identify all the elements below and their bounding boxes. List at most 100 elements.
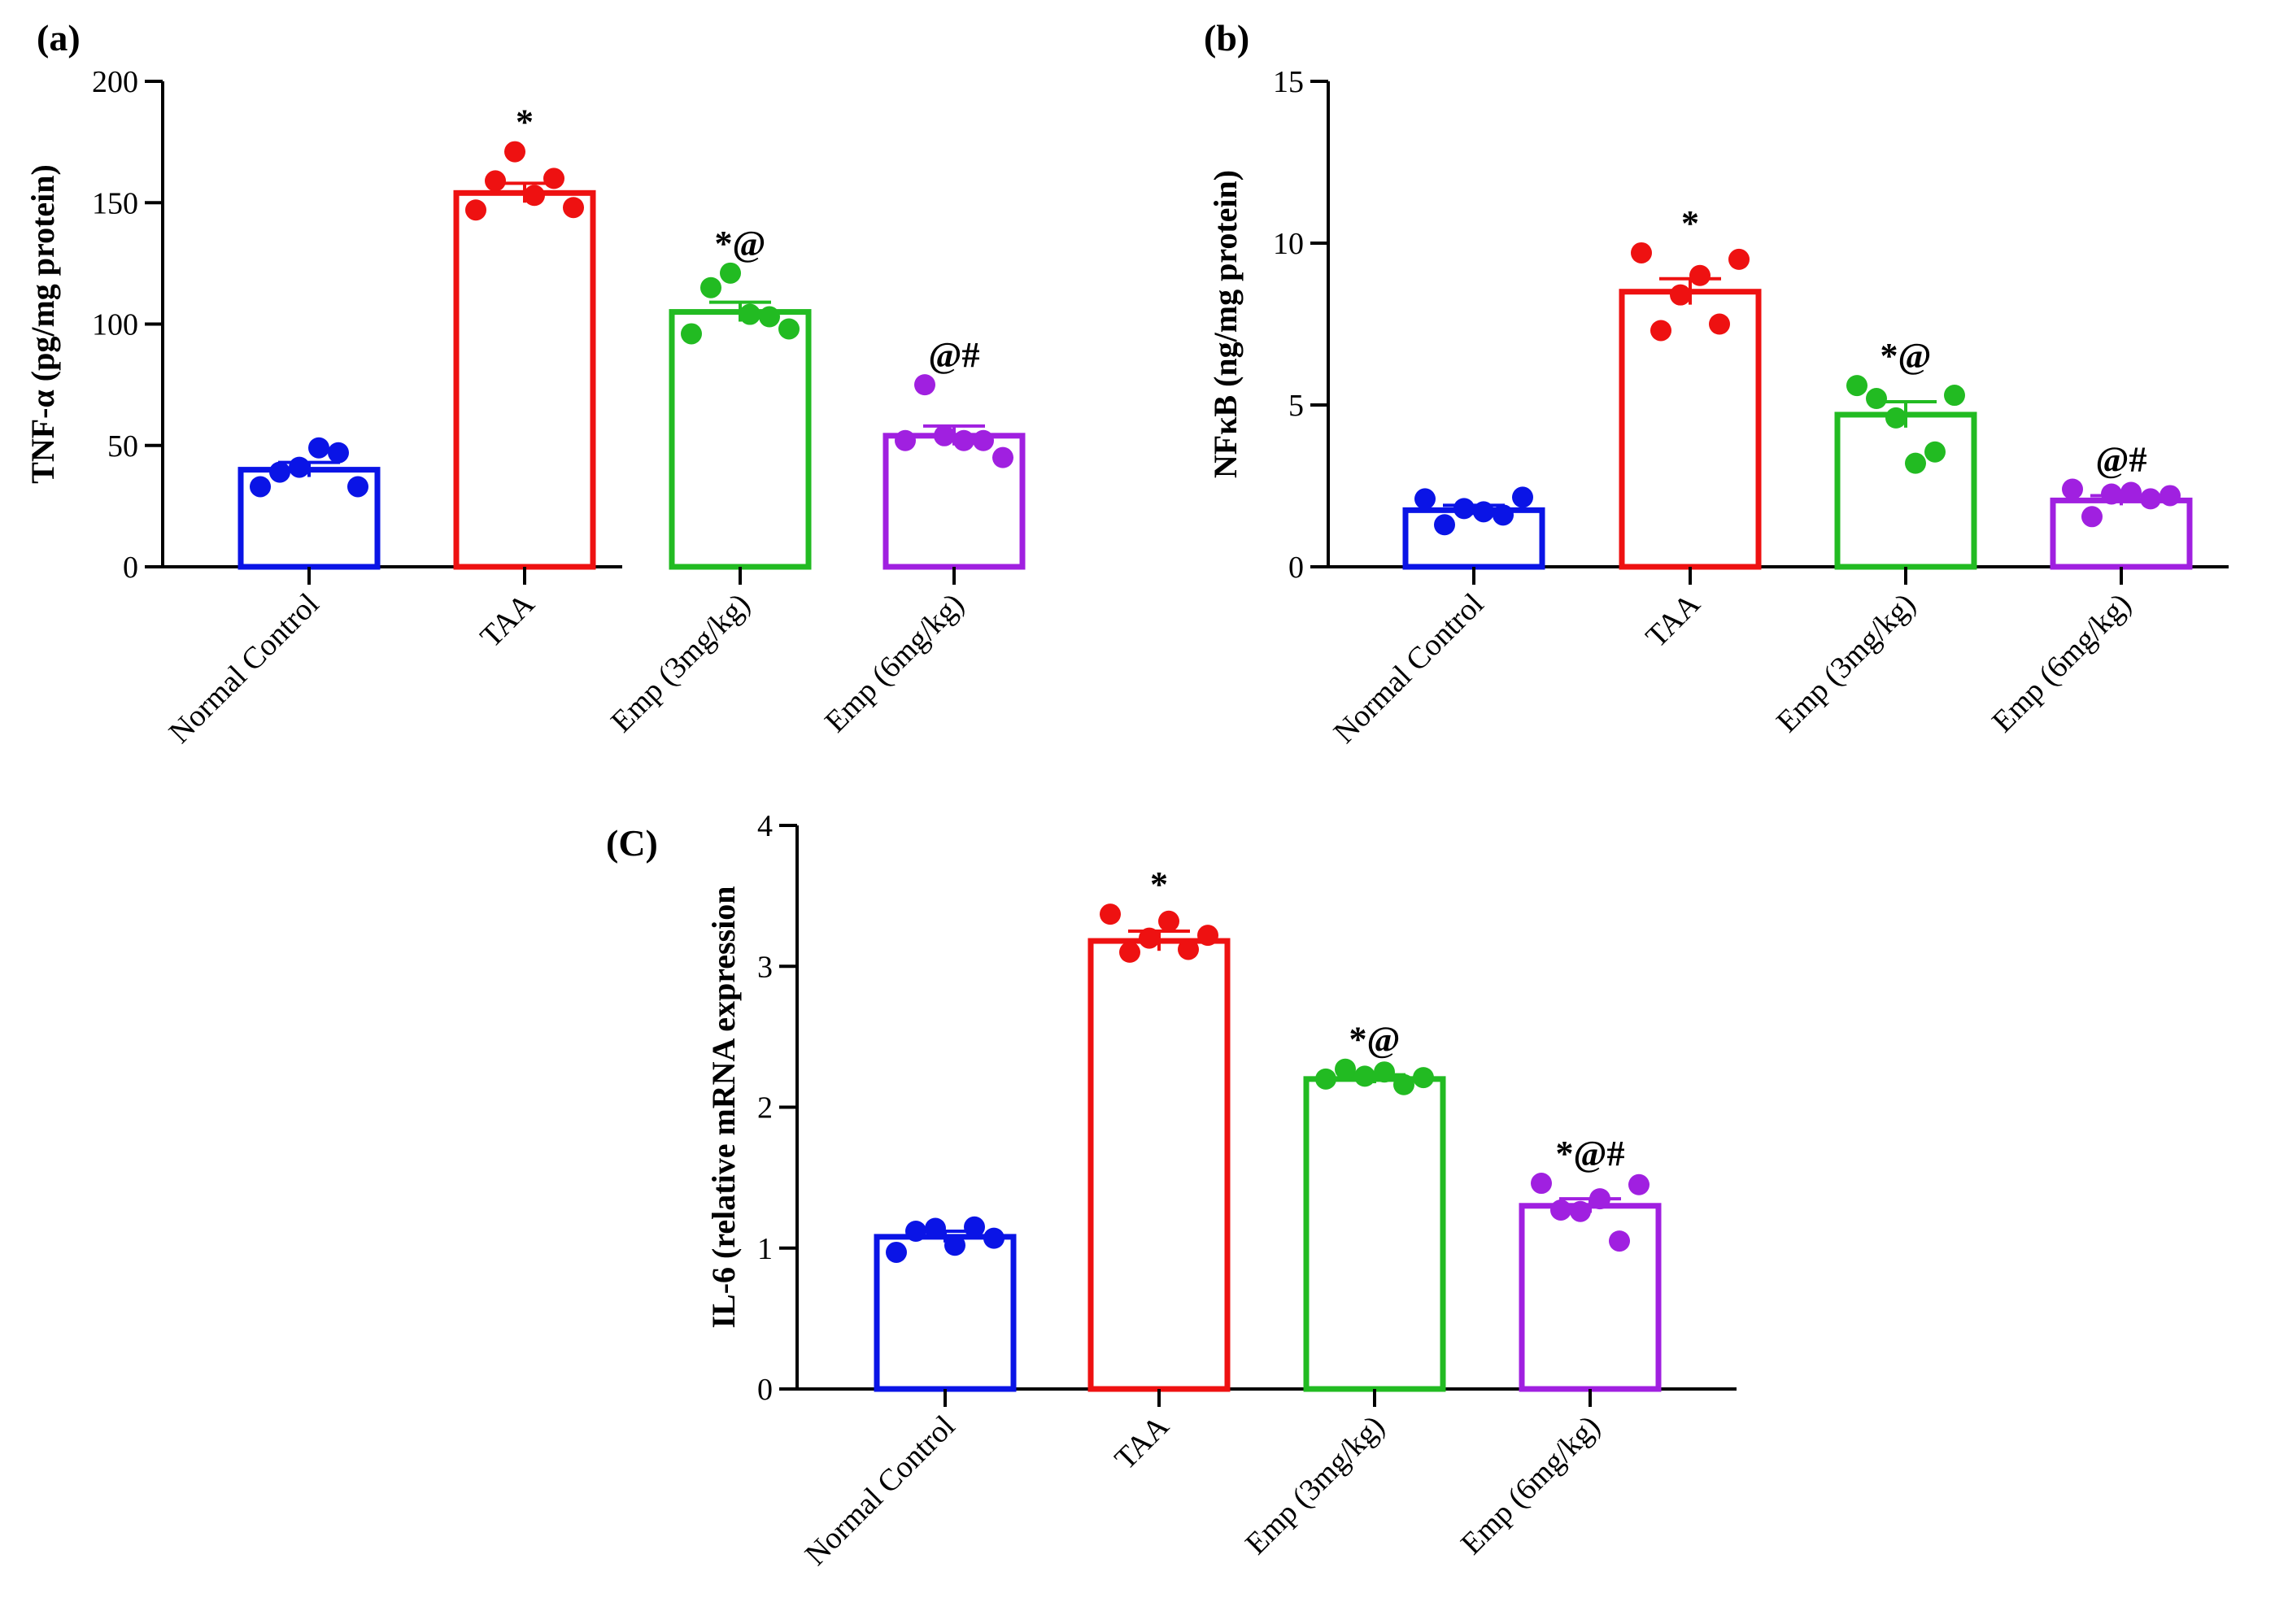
y-tick-label: 0 <box>757 1373 773 1407</box>
data-point <box>973 429 994 451</box>
data-point <box>1139 927 1160 949</box>
category-label: Normal Control <box>163 587 326 751</box>
significance-marker: *@ <box>715 224 766 263</box>
data-point <box>1414 488 1436 510</box>
significance-marker: @# <box>929 335 980 375</box>
data-point <box>964 1216 985 1238</box>
chart-panel-2: (b) NFκB (ng/mg protein) 0 5 10 15 Normal Cont… <box>1204 17 2229 750</box>
y-tick-label: 150 <box>92 186 138 220</box>
data-point <box>1354 1065 1375 1087</box>
data-point <box>2062 478 2083 500</box>
y-tick-label: 15 <box>1273 65 1304 99</box>
data-point <box>759 306 780 328</box>
category-label: Normal Control <box>1327 587 1491 751</box>
data-point <box>1374 1061 1395 1083</box>
data-point <box>1628 1173 1650 1195</box>
data-point <box>1550 1199 1571 1221</box>
significance-marker: *@ <box>1349 1020 1401 1060</box>
data-point <box>308 437 329 459</box>
y-tick-label: 0 <box>123 551 138 585</box>
y-tick-label: 5 <box>1288 389 1304 423</box>
data-point <box>524 185 545 207</box>
data-point <box>1905 452 1926 474</box>
significance-marker: * <box>516 102 534 142</box>
data-point <box>1944 385 1965 407</box>
bar <box>453 189 596 570</box>
data-point <box>1885 407 1907 429</box>
y-axis-label: NFκB (ng/mg protein) <box>1207 170 1244 478</box>
data-point <box>1689 264 1711 286</box>
data-point <box>1728 248 1750 270</box>
data-point <box>1100 903 1121 925</box>
panel-label: (a) <box>37 17 81 59</box>
data-point <box>1434 514 1455 536</box>
data-point <box>269 461 290 483</box>
data-point <box>1493 504 1514 526</box>
significance-marker: @# <box>2096 439 2147 479</box>
data-point <box>1473 501 1494 523</box>
data-point <box>1866 388 1887 410</box>
data-point <box>1650 320 1671 342</box>
y-tick-label: 1 <box>757 1232 773 1266</box>
data-point <box>739 303 760 325</box>
y-tick-label: 100 <box>92 308 138 342</box>
data-point <box>2081 506 2103 528</box>
data-point <box>1315 1068 1336 1090</box>
data-point <box>465 199 486 221</box>
data-point <box>1413 1067 1434 1089</box>
data-point <box>720 262 741 284</box>
data-point <box>1453 498 1475 520</box>
bar <box>1087 938 1231 1392</box>
category-label: Normal Control <box>799 1409 962 1573</box>
panel-label: (b) <box>1204 17 1249 59</box>
data-point <box>289 456 310 478</box>
y-tick-label: 2 <box>757 1091 773 1125</box>
data-point <box>1670 284 1691 306</box>
data-point <box>1709 313 1730 335</box>
category-label: Emp (3mg/kg) <box>1770 587 1922 739</box>
data-point <box>1178 938 1199 960</box>
y-axis-label: IL-6 (relative mRNA expression <box>705 886 742 1328</box>
y-tick-label: 4 <box>757 809 773 843</box>
data-point <box>925 1217 946 1239</box>
data-point <box>944 1234 965 1256</box>
significance-marker: * <box>1681 203 1699 243</box>
data-point <box>1197 925 1218 947</box>
y-axis-label: TNF-α (pg/mg protein) <box>24 164 61 484</box>
data-point <box>700 276 721 298</box>
data-point <box>1512 486 1533 508</box>
category-label: TAA <box>1640 586 1707 654</box>
data-point <box>2120 481 2142 503</box>
category-label: TAA <box>1109 1408 1176 1476</box>
data-point <box>563 197 584 219</box>
data-point <box>1846 375 1867 397</box>
data-point <box>250 476 271 498</box>
data-point <box>1393 1073 1414 1095</box>
data-point <box>1570 1200 1591 1222</box>
data-point <box>543 168 564 189</box>
bar <box>669 309 812 570</box>
data-point <box>895 429 916 451</box>
y-tick-label: 3 <box>757 950 773 984</box>
data-point <box>983 1227 1005 1249</box>
category-label: Emp (3mg/kg) <box>1239 1409 1391 1561</box>
panel-label: (C) <box>606 822 658 864</box>
chart-panel-1: (a) TNF-α (pg/mg protein) 0 50 100 150 200 Norm… <box>24 17 1026 751</box>
chart-panel-3: (C) IL-6 (relative mRNA expression 0 1 2 3 4 No… <box>606 809 1737 1572</box>
y-tick-label: 0 <box>1288 551 1304 585</box>
significance-marker: *@ <box>1881 336 1932 376</box>
bar <box>1619 289 1762 570</box>
y-tick-label: 10 <box>1273 227 1304 261</box>
data-point <box>778 318 800 340</box>
bar <box>1834 411 1977 570</box>
data-point <box>2140 488 2161 510</box>
data-point <box>1119 941 1140 963</box>
category-label: TAA <box>474 586 542 654</box>
data-point <box>905 1220 926 1242</box>
data-point <box>1589 1188 1610 1210</box>
bar <box>1402 507 1545 570</box>
category-label: Emp (6mg/kg) <box>1454 1409 1606 1561</box>
data-point <box>914 374 935 396</box>
bar <box>2050 497 2193 570</box>
